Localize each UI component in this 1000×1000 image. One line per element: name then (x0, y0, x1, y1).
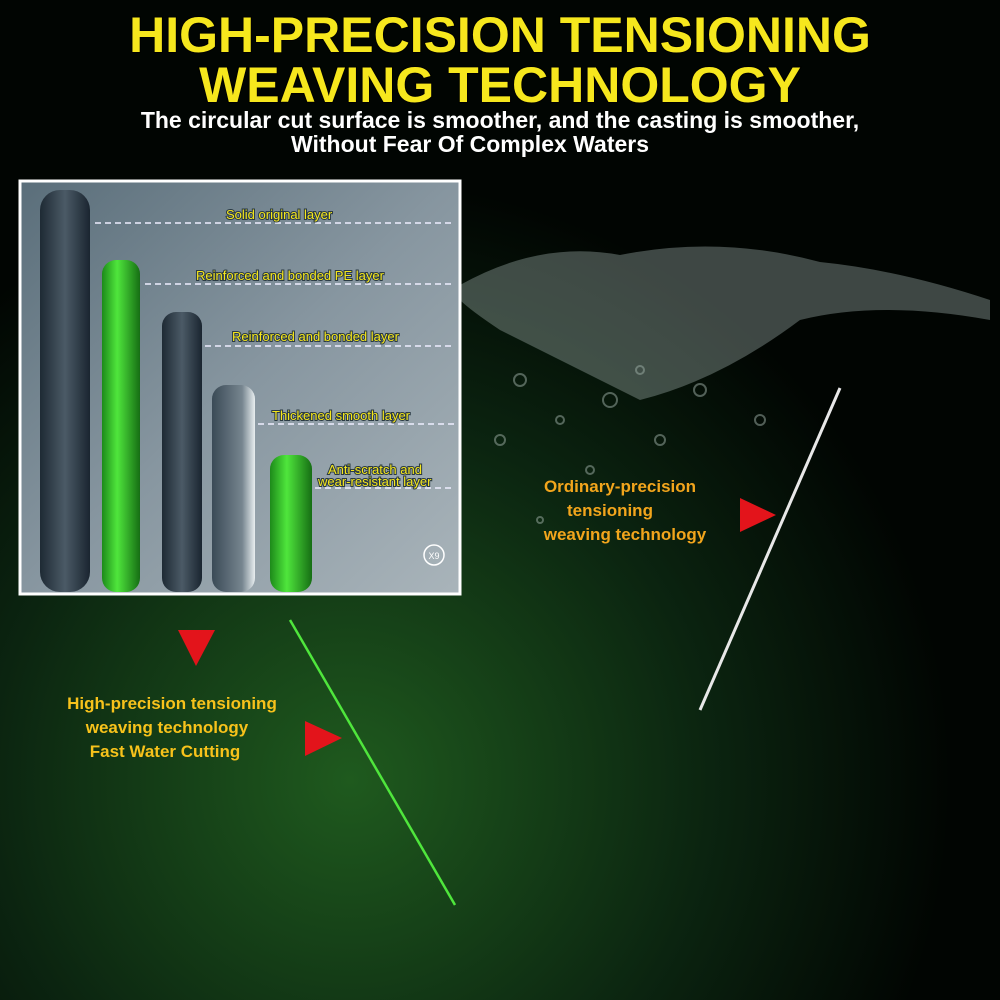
layer-label: Anti-scratch and (328, 462, 422, 477)
annotation: weaving technology (85, 718, 249, 737)
arrow (178, 630, 215, 666)
annotation: Ordinary-precision (544, 477, 696, 496)
layer-panel: Solid original layer Reinforced and bond… (18, 179, 462, 596)
arrow (305, 721, 342, 756)
title: HIGH-PRECISION TENSIONING (129, 7, 871, 63)
line-layer (270, 455, 312, 592)
title: WEAVING TECHNOLOGY (199, 57, 801, 113)
layer-label: Reinforced and bonded layer (232, 329, 400, 344)
arrow (740, 498, 776, 532)
subtitle: The circular cut surface is smoother, an… (141, 107, 859, 133)
line-core (40, 190, 90, 592)
subtitle: Without Fear Of Complex Waters (291, 131, 649, 157)
layer-label: wear-resistant layer (317, 474, 432, 489)
annotation: weaving technology (543, 525, 707, 544)
guide-lines (95, 222, 455, 489)
badge-ring (423, 544, 445, 566)
annotation: High-precision tensioning (67, 694, 277, 713)
annotation: Fast Water Cutting (90, 742, 240, 761)
water-splash (460, 246, 990, 400)
badge: X9 (428, 551, 439, 561)
ordinary-line (698, 387, 842, 711)
layer-label: Solid original layer (226, 207, 333, 222)
layer-label: Thickened smooth layer (272, 408, 411, 423)
bubbles (494, 365, 766, 524)
line-layer (212, 385, 255, 592)
line-layer (102, 260, 140, 592)
line-layer (162, 312, 202, 592)
layer-label: Reinforced and bonded PE layer (196, 268, 385, 283)
annotation: tensioning (567, 501, 653, 520)
precision-line (288, 619, 457, 906)
